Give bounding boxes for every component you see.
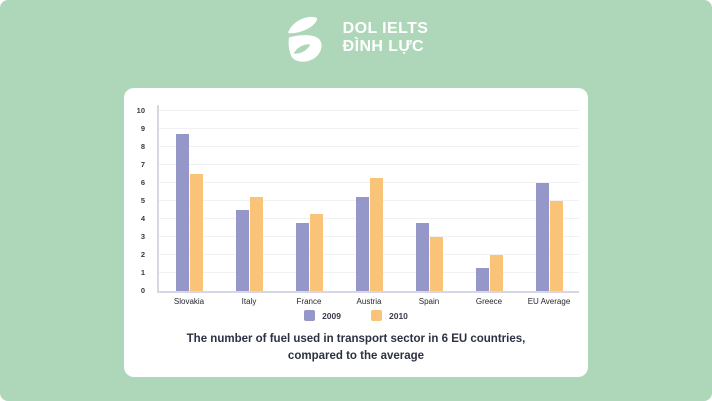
bar-2009-france — [295, 222, 309, 291]
gridline-6 — [159, 182, 579, 183]
bar-2010-austria — [369, 177, 383, 291]
y-tick-label-0: 0 — [140, 286, 145, 295]
legend-item-2010: 2010 — [371, 310, 408, 321]
y-tick-label-2: 2 — [140, 250, 145, 259]
gridline-8 — [159, 146, 579, 147]
legend-swatch-2010 — [371, 310, 382, 321]
x-tick-label-eu-average: EU Average — [527, 297, 571, 306]
x-tick-label-spain: Spain — [418, 297, 440, 306]
bar-group-italy — [219, 105, 279, 291]
legend-swatch-2009 — [304, 310, 316, 321]
gridline-4 — [159, 218, 579, 219]
y-axis-labels: 0 1 2 3 4 5 6 7 8 9 10 — [124, 105, 152, 295]
brand-header: DOL IELTS ĐÌNH LỰC — [0, 13, 712, 63]
bar-2010-spain — [429, 237, 443, 291]
bar-group-eu-average — [519, 105, 579, 291]
bar-2009-italy — [235, 210, 249, 291]
y-tick-label-10: 10 — [136, 106, 145, 115]
bar-2010-france — [309, 213, 323, 291]
bar-group-slovakia — [159, 105, 219, 291]
bar-group-greece — [459, 105, 519, 291]
bar-2010-eu-average — [549, 201, 563, 291]
x-tick-label-slovakia: Slovakia — [173, 297, 205, 306]
y-tick-label-6: 6 — [140, 178, 145, 187]
chart-title-line-1: The number of fuel used in transport sec… — [186, 333, 526, 345]
x-tick-label-austria: Austria — [356, 297, 382, 306]
y-tick-label-8: 8 — [140, 142, 145, 151]
y-tick-label-1: 1 — [140, 268, 145, 277]
brand-line-2: ĐÌNH LỰC — [342, 38, 425, 55]
x-axis-labels: Slovakia Italy France Austria Spain Greece EU … — [159, 297, 579, 306]
chart-title: The number of fuel used in transport sec… — [124, 331, 588, 365]
bar-2009-spain — [415, 222, 429, 291]
bar-2009-eu-average — [535, 183, 549, 291]
bar-2009-austria — [355, 197, 369, 291]
chart-title-line-2: compared to the average — [287, 350, 425, 362]
y-tick-label-5: 5 — [140, 196, 145, 205]
bar-2009-slovakia — [175, 134, 189, 291]
bar-2010-slovakia — [189, 174, 203, 291]
bar-groups — [159, 105, 579, 291]
gridline-3 — [159, 236, 579, 237]
gridline-10 — [159, 110, 579, 111]
dol-logo-icon — [287, 16, 322, 62]
x-tick-label-greece: Greece — [475, 297, 503, 306]
y-tick-label-4: 4 — [140, 214, 145, 223]
bar-group-france — [279, 105, 339, 291]
gridline-2 — [159, 254, 579, 255]
y-tick-label-3: 3 — [140, 232, 145, 241]
y-tick-label-7: 7 — [140, 160, 145, 169]
brand-text: DOL IELTS ĐÌNH LỰC — [343, 20, 429, 56]
gridline-1 — [159, 272, 579, 273]
bar-2009-greece — [475, 267, 489, 291]
legend-label-2009: 2009 — [322, 310, 341, 321]
brand-line-1: DOL IELTS — [342, 20, 429, 37]
bar-2010-italy — [249, 197, 263, 291]
y-tick-label-9: 9 — [140, 124, 145, 133]
gridline-5 — [159, 200, 579, 201]
plot-area — [157, 105, 579, 293]
chart-legend: 2009 2010 — [124, 310, 588, 321]
legend-label-2010: 2010 — [389, 310, 408, 321]
bar-group-spain — [399, 105, 459, 291]
x-tick-label-france: France — [296, 297, 322, 306]
legend-item-2009: 2009 — [304, 310, 341, 321]
gridline-7 — [159, 164, 579, 165]
x-tick-label-italy: Italy — [241, 297, 257, 306]
bar-2010-greece — [489, 255, 503, 291]
bar-group-austria — [339, 105, 399, 291]
gridline-9 — [159, 128, 579, 129]
chart-card: 0 1 2 3 4 5 6 7 8 9 10 Slovakia Italy France Austria S… — [124, 88, 588, 377]
